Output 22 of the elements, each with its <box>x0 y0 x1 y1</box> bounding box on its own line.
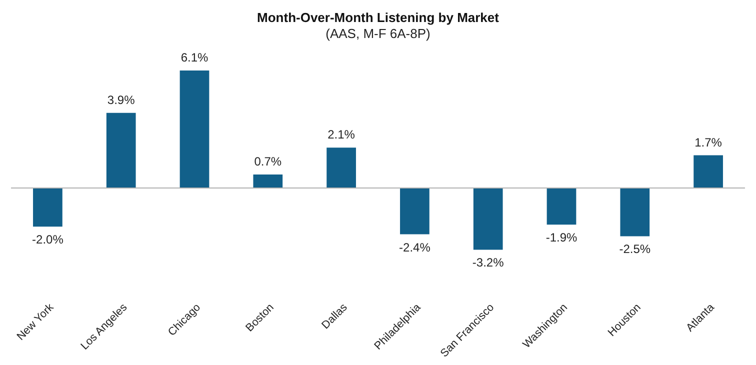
data-label: -2.4% <box>399 240 431 254</box>
bar <box>620 188 650 236</box>
bar <box>180 70 210 188</box>
bar <box>546 188 576 225</box>
bar <box>694 155 723 188</box>
chart-title: Month-Over-Month Listening by Market <box>257 10 500 25</box>
bar <box>253 174 283 188</box>
bar <box>106 112 136 188</box>
data-label: -1.9% <box>546 230 578 245</box>
bar <box>33 188 62 227</box>
chart-subtitle: (AAS, M-F 6A-8P) <box>326 26 430 41</box>
bar <box>400 188 430 234</box>
data-label: 1.7% <box>694 135 722 150</box>
bar <box>473 188 503 250</box>
data-label: 0.7% <box>254 154 282 169</box>
bar <box>326 148 356 188</box>
data-label: 3.9% <box>107 92 136 107</box>
data-label: -2.0% <box>32 232 64 247</box>
data-label: -3.2% <box>472 256 504 270</box>
data-label: 6.1% <box>180 50 208 65</box>
data-label: -2.5% <box>619 242 651 256</box>
data-label: 2.1% <box>328 128 356 142</box>
